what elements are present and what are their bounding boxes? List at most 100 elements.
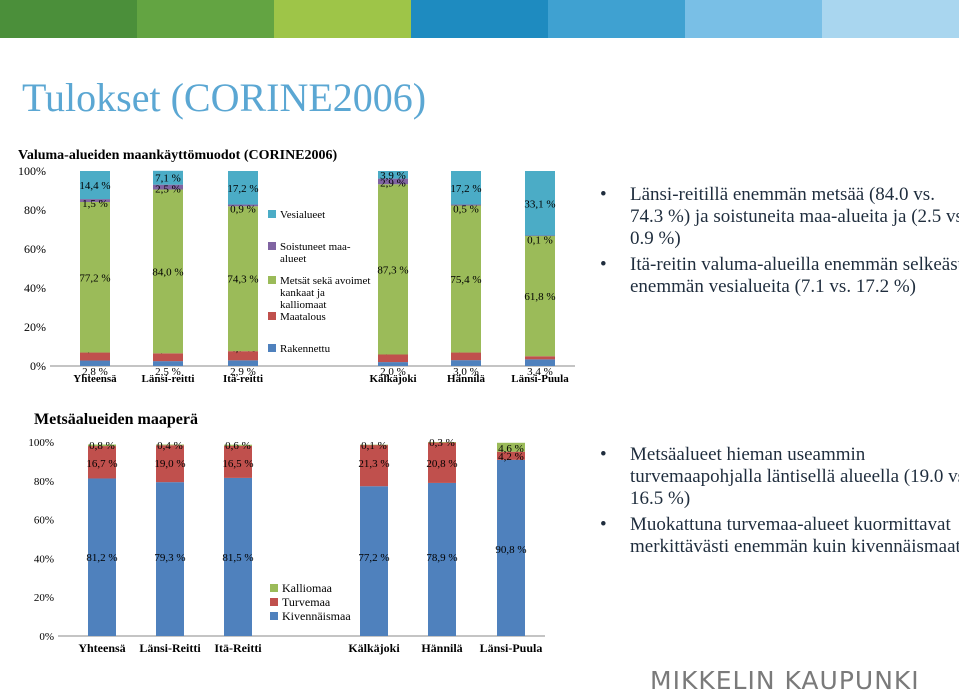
x-category-label: Länsi-Puula [511,373,569,385]
city-logo-text: MIKKELIN KAUPUNKI [650,666,920,695]
data-label: 17,2 % [227,183,258,195]
data-label: 79,3 % [154,552,185,564]
legend-label-line: Rakennettu [280,343,331,355]
data-label: 19,0 % [154,458,185,470]
legend-label: Rakennettu [280,343,331,355]
bar-segment [451,360,481,366]
data-label: 0,1 % [527,235,553,247]
data-label: 77,2 % [358,552,389,564]
data-label: 16,7 % [86,458,117,470]
bar-segment [153,353,183,362]
legend-label-line: Metsät sekä avoimet [280,275,370,287]
bar-segment [360,444,388,446]
x-category-label: Kälkäjoki [348,641,400,655]
bar-segment [428,482,456,636]
y-tick-label: 100% [18,164,46,178]
data-label: 81,5 % [222,552,253,564]
legend-swatch [270,598,278,606]
x-category-label: Hännilä [421,641,462,655]
bullet-list-top: Länsi-reitillä enemmän metsää (84.0 vs. … [596,184,959,302]
bar-segment [80,360,110,366]
legend-label-line: Kivennäismaa [282,609,351,623]
data-label: 3,9 % [380,170,406,182]
y-tick-label: 40% [24,281,46,295]
data-label: 16,5 % [222,458,253,470]
bar-segment [525,235,555,237]
bar-segment [497,459,525,636]
legend-label-line: kalliomaat [280,299,326,311]
bar-segment [80,202,110,353]
bar-segment [451,171,481,205]
legend-swatch [268,344,276,352]
bar-segment [228,171,258,205]
data-label: 0,4 % [157,440,183,452]
legend-swatch [268,276,276,284]
legend-label-line: Maatalous [280,311,326,323]
data-label: 20,8 % [426,458,457,470]
bar-segment [88,478,116,636]
data-label: 1,5 % [82,198,108,210]
y-tick-label: 40% [34,553,54,565]
legend-label: Turvemaa [282,595,331,609]
bar-segment [360,486,388,636]
data-label: 84,0 % [152,266,183,278]
legend-label-line: Turvemaa [282,595,331,609]
bar-segment [80,171,110,200]
data-label: 2,8 % [82,366,108,378]
chart-2-title: Metsäalueiden maaperä [34,411,198,428]
legend-label: Vesialueet [280,209,325,221]
bullet-list-bottom: Metsäalueet hieman useammin turvemaapohj… [596,444,959,562]
legend-label: Kalliomaa [282,581,333,595]
bar-segment [228,204,258,207]
bar-segment [88,446,116,479]
y-tick-label: 0% [39,631,54,643]
data-label: 61,8 % [524,291,555,303]
band-segment [0,0,138,38]
bar-segment [224,445,252,478]
data-label: 0,8 % [89,440,115,452]
bar-segment [525,359,555,366]
data-label: 81,2 % [86,552,117,564]
legend-label-line: alueet [280,253,306,265]
decorative-top-band [0,0,959,38]
y-tick-label: 80% [34,476,54,488]
bar-segment [153,361,183,366]
y-tick-label: 0% [30,359,46,373]
data-label: 3,4 % [527,366,553,378]
data-label: 17,2 % [450,183,481,195]
data-label: 2,9 % [230,366,256,378]
x-category-label: Hännilä [447,373,485,385]
bar-segment [525,235,555,357]
bar-segment [428,442,456,443]
x-category-label: Itä-Reitti [214,641,262,655]
y-tick-label: 60% [24,242,46,256]
bar-segment [228,351,258,361]
data-label: 78,9 % [426,552,457,564]
x-category-label: Itä-reitti [223,373,263,385]
y-tick-label: 80% [24,203,46,217]
bullet-item: Länsi-reitillä enemmän metsää (84.0 vs. … [600,184,959,250]
band-segment [274,0,412,38]
legend-label-line: kankaat ja [280,287,325,299]
band-segment [137,0,275,38]
band-segment [411,0,549,38]
data-label: 2,0 % [380,366,406,378]
bar-segment [525,171,555,236]
x-category-label: Länsi-Puula [480,641,543,655]
data-label: 3,0 % [453,366,479,378]
legend-label: Kivennäismaa [282,609,351,623]
chart-1-title: Valuma-alueiden maankäyttömuodot (CORINE… [18,148,338,163]
x-category-label: Kälkäjoki [369,373,416,385]
slide-title: Tulokset (CORINE2006) [22,75,427,120]
data-label: 0,5 % [453,204,479,216]
bar-segment [428,442,456,483]
legend-label-line: Kalliomaa [282,581,333,595]
bar-segment [153,184,183,190]
x-category-label: Länsi-reitti [142,373,195,385]
x-category-label: Länsi-Reitti [139,641,201,655]
x-category-label: Yhteensä [78,641,125,655]
data-label: 7,1 % [155,173,181,185]
bar-segment [88,444,116,447]
data-label: 90,8 % [495,544,526,556]
bar-segment [378,171,408,179]
